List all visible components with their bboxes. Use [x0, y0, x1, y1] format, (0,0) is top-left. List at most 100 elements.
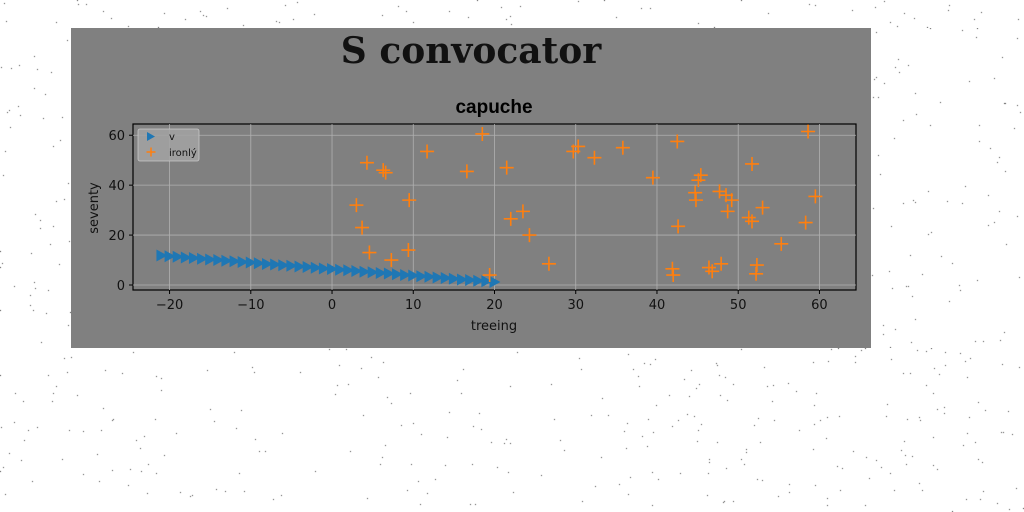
data-point-ironly — [666, 268, 681, 283]
data-point-ironly — [701, 260, 716, 275]
data-point-v — [392, 268, 404, 281]
data-point-v — [457, 273, 469, 286]
data-point-ironly — [615, 140, 630, 155]
x-tick-label: −10 — [237, 298, 264, 313]
data-point-v — [229, 255, 241, 268]
data-point-v — [327, 263, 339, 276]
x-tick-label: 10 — [405, 298, 422, 313]
chart-title: capuche — [455, 97, 532, 118]
data-point-ironly — [645, 170, 660, 185]
data-point-v — [473, 274, 485, 287]
data-point-ironly — [749, 266, 764, 281]
data-point-v — [416, 270, 428, 283]
data-point-ironly — [349, 198, 364, 213]
data-point-ironly — [745, 214, 760, 229]
data-point-ironly — [571, 139, 586, 154]
data-point-v — [383, 267, 395, 280]
x-tick-label: 50 — [730, 298, 747, 313]
series-ironlý — [349, 124, 823, 283]
data-point-v — [424, 270, 436, 283]
data-point-ironly — [541, 256, 556, 271]
data-point-ironly — [724, 193, 739, 208]
data-point-v — [400, 269, 412, 282]
data-point-v — [481, 275, 493, 288]
data-point-ironly — [522, 228, 537, 243]
series-v — [156, 249, 501, 289]
data-point-ironly — [475, 126, 490, 141]
x-tick-label: 20 — [486, 298, 503, 313]
data-point-ironly — [670, 134, 685, 149]
data-point-ironly — [459, 164, 474, 179]
data-point-ironly — [705, 264, 720, 279]
data-point-ironly — [741, 210, 756, 225]
data-point-ironly — [801, 124, 816, 139]
data-point-ironly — [499, 160, 514, 175]
data-point-ironly — [720, 204, 735, 219]
data-point-v — [286, 259, 298, 272]
data-point-v — [318, 262, 330, 275]
x-ticks: −20 −10 0 10 20 30 40 50 60 — [156, 290, 828, 313]
data-point-v — [294, 260, 306, 273]
data-point-v — [440, 272, 452, 285]
data-point-v — [359, 265, 371, 278]
x-tick-label: 60 — [811, 298, 828, 313]
data-point-v — [253, 257, 265, 270]
data-point-ironly — [420, 144, 435, 159]
data-point-ironly — [378, 165, 393, 180]
data-point-v — [237, 256, 249, 269]
legend-label-ironly: ironlý — [169, 147, 197, 159]
figure-suptitle: S convocator — [340, 30, 602, 72]
data-point-ironly — [359, 155, 374, 170]
data-point-ironly — [712, 184, 727, 199]
data-point-ironly — [688, 193, 703, 208]
data-point-ironly — [482, 268, 497, 283]
series-layer — [156, 124, 823, 289]
y-axis-label: seventy — [87, 182, 102, 234]
y-tick-label: 60 — [108, 129, 125, 144]
x-tick-label: 0 — [328, 298, 336, 313]
data-point-v — [367, 266, 379, 279]
legend-marker-ironly — [146, 147, 156, 157]
data-point-ironly — [808, 189, 823, 204]
data-point-v — [213, 254, 225, 267]
data-point-v — [221, 254, 233, 267]
data-point-v — [432, 271, 444, 284]
y-tick-label: 20 — [108, 229, 125, 244]
legend-marker-v — [147, 132, 155, 141]
data-point-v — [343, 264, 355, 277]
legend: v ironlý — [137, 128, 200, 162]
data-point-ironly — [798, 215, 813, 230]
data-point-v — [262, 258, 274, 271]
data-point-ironly — [587, 150, 602, 165]
y-tick-label: 0 — [117, 279, 125, 294]
data-point-v — [156, 249, 168, 262]
data-point-ironly — [671, 219, 686, 234]
data-point-v — [351, 265, 363, 278]
data-point-v — [408, 269, 420, 282]
data-point-v — [164, 250, 176, 263]
data-point-v — [188, 252, 200, 265]
data-point-ironly — [402, 193, 417, 208]
data-point-ironly — [745, 156, 760, 171]
x-axis-label: treeing — [471, 319, 517, 334]
x-tick-label: −20 — [156, 298, 183, 313]
data-point-v — [245, 256, 257, 269]
data-point-ironly — [693, 168, 708, 183]
legend-label-v: v — [169, 132, 175, 143]
y-tick-label: 40 — [108, 179, 125, 194]
y-ticks: 0 20 40 60 — [108, 129, 133, 294]
data-point-ironly — [665, 261, 680, 276]
x-tick-label: 30 — [567, 298, 584, 313]
data-point-ironly — [774, 236, 789, 251]
data-point-v — [375, 267, 387, 280]
data-point-ironly — [384, 253, 399, 268]
data-point-v — [489, 276, 501, 289]
data-point-ironly — [749, 258, 764, 273]
data-point-v — [302, 261, 314, 274]
data-point-v — [448, 272, 460, 285]
data-point-ironly — [355, 220, 370, 235]
data-point-ironly — [362, 245, 377, 260]
data-point-v — [270, 258, 282, 271]
data-point-ironly — [401, 243, 416, 258]
data-point-v — [465, 274, 477, 287]
